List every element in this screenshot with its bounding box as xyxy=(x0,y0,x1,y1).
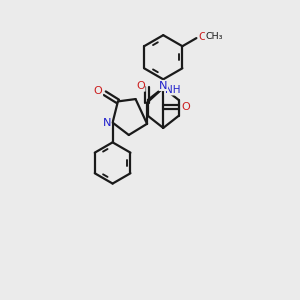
Text: NH: NH xyxy=(165,85,180,95)
Text: O: O xyxy=(136,81,145,91)
Text: O: O xyxy=(94,86,103,96)
Text: N: N xyxy=(103,118,111,128)
Text: O: O xyxy=(182,102,190,112)
Text: N: N xyxy=(159,80,167,91)
Text: O: O xyxy=(199,32,207,42)
Text: CH₃: CH₃ xyxy=(205,32,223,41)
